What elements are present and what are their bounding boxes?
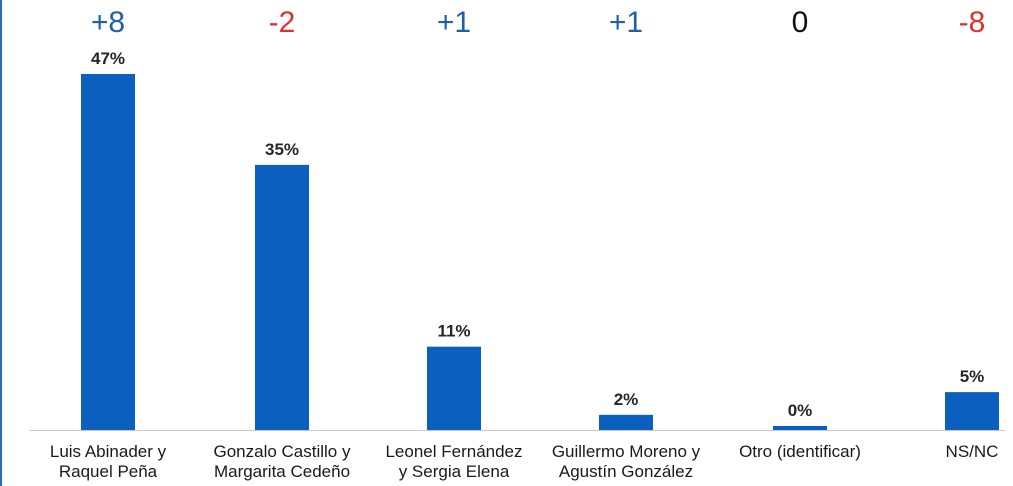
change-label-6: -8 bbox=[959, 6, 986, 39]
chart-marks: 47% +8 Luis Abinader y Raquel Peña 35% -2 Gonz… bbox=[50, 6, 999, 481]
change-label-2: -2 bbox=[269, 6, 296, 39]
category-label-4-line-1: Guillermo Moreno y bbox=[552, 442, 701, 461]
category-label-3: Leonel Fernández y Sergia Elena bbox=[385, 442, 522, 481]
value-label-2: 35% bbox=[265, 140, 299, 159]
value-label-6: 5% bbox=[960, 367, 985, 386]
value-label-1: 47% bbox=[91, 49, 125, 68]
category-label-5: Otro (identificar) bbox=[739, 442, 861, 461]
category-label-4-line-2: Agustín González bbox=[559, 462, 693, 481]
category-label-2-line-1: Gonzalo Castillo y bbox=[213, 442, 351, 461]
category-label-1: Luis Abinader y Raquel Peña bbox=[50, 442, 167, 481]
category-label-6: NS/NC bbox=[946, 442, 999, 461]
category-label-1-line-2: Raquel Peña bbox=[59, 462, 158, 481]
category-label-1-line-1: Luis Abinader y bbox=[50, 442, 167, 461]
bar-2 bbox=[255, 164, 309, 430]
category-label-4: Guillermo Moreno y Agustín González bbox=[552, 442, 701, 481]
value-label-4: 2% bbox=[614, 390, 639, 409]
value-label-3: 11% bbox=[437, 322, 470, 341]
bar-6 bbox=[945, 392, 999, 430]
category-label-2: Gonzalo Castillo y Margarita Cedeño bbox=[213, 442, 351, 481]
category-label-6-line-1: NS/NC bbox=[946, 442, 999, 461]
bar-1 bbox=[81, 74, 135, 430]
left-edge-line bbox=[0, 0, 2, 486]
category-label-3-line-1: Leonel Fernández bbox=[385, 442, 522, 461]
category-label-3-line-2: y Sergia Elena bbox=[399, 462, 510, 481]
change-label-4: +1 bbox=[609, 6, 643, 39]
change-label-1: +8 bbox=[91, 6, 125, 39]
value-label-5: 0% bbox=[788, 401, 813, 420]
bar-4 bbox=[599, 414, 653, 430]
change-label-5: 0 bbox=[792, 6, 809, 39]
category-label-2-line-2: Margarita Cedeño bbox=[214, 462, 350, 481]
change-label-3: +1 bbox=[437, 6, 471, 39]
category-label-5-line-1: Otro (identificar) bbox=[739, 442, 861, 461]
bar-5 bbox=[773, 426, 827, 430]
bar-3 bbox=[427, 346, 481, 430]
